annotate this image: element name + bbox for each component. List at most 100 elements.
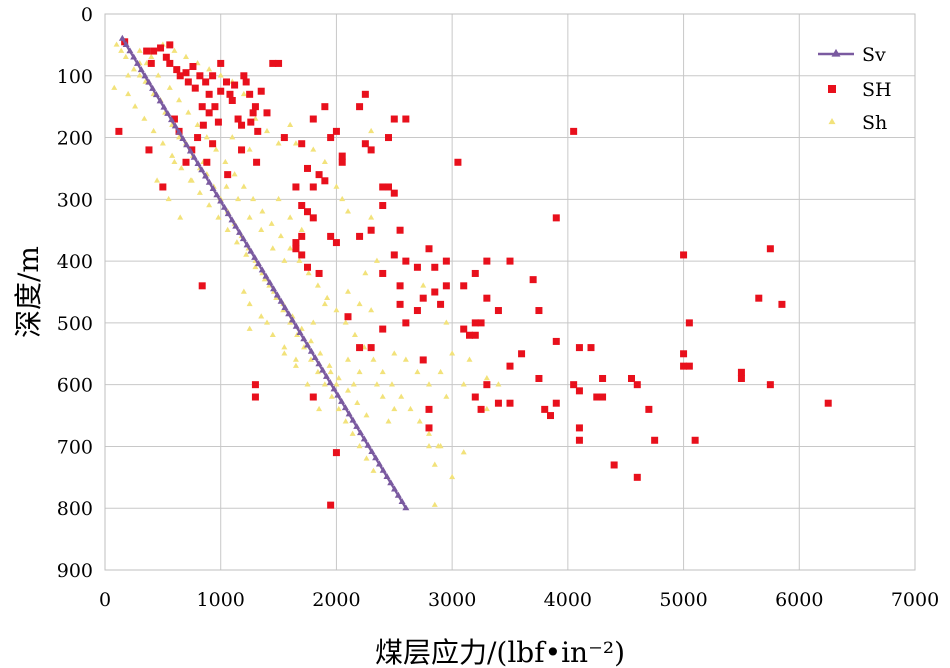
- sh-upper-point: [202, 78, 210, 86]
- sh-upper-point: [547, 412, 554, 420]
- sh-point: [240, 288, 247, 294]
- sh-upper-point: [651, 436, 659, 444]
- sv-marker: [167, 116, 175, 123]
- y-tick-label: 100: [57, 66, 93, 88]
- sh-upper-point: [570, 127, 578, 135]
- sh-point: [483, 375, 490, 381]
- sv-marker: [247, 247, 255, 254]
- sh-point: [281, 257, 288, 263]
- sv-marker: [137, 65, 145, 73]
- sh-point: [356, 442, 363, 449]
- sh-point: [215, 214, 222, 220]
- sh-point: [188, 177, 195, 183]
- sh-upper-point: [680, 350, 688, 358]
- sh-point: [287, 121, 294, 127]
- x-tick-label: 2000: [312, 589, 360, 611]
- sh-upper-point: [396, 282, 404, 290]
- sh-point: [223, 183, 230, 189]
- sh-point: [222, 158, 229, 165]
- sh-point: [171, 47, 178, 53]
- sv-marker: [353, 422, 361, 429]
- sh-upper-point: [257, 87, 265, 95]
- sh-upper-point: [209, 140, 217, 148]
- sh-point: [354, 399, 361, 405]
- sh-point: [407, 405, 414, 412]
- y-tick-label: 0: [81, 4, 93, 26]
- sh-upper-point: [390, 115, 398, 123]
- sh-point: [148, 53, 155, 60]
- sh-point: [246, 214, 253, 220]
- sh-point: [368, 307, 375, 313]
- sh-point: [155, 72, 162, 78]
- sh-upper-point: [315, 269, 323, 277]
- sh-point: [183, 53, 189, 60]
- sh-point: [206, 66, 213, 72]
- sh-point: [252, 263, 259, 270]
- sh-point: [483, 405, 490, 412]
- sh-upper-point: [292, 245, 300, 253]
- sh-point: [113, 41, 120, 47]
- sh-upper-point: [298, 202, 306, 210]
- sh-upper-point: [321, 103, 329, 111]
- sh-upper-point: [680, 251, 688, 259]
- sh-upper-point: [214, 118, 222, 126]
- sv-marker: [171, 122, 179, 129]
- x-tick-label: 5000: [659, 589, 707, 611]
- sh-upper-point: [685, 362, 693, 370]
- sh-upper-point: [298, 232, 306, 240]
- sh-point: [177, 214, 184, 220]
- sh-point: [356, 300, 363, 307]
- sh-point: [261, 276, 268, 282]
- sh-upper-point: [466, 331, 473, 339]
- sh-upper-point: [194, 134, 202, 142]
- sh-point: [301, 344, 308, 350]
- sh-upper-point: [755, 294, 763, 302]
- sh-point: [431, 461, 438, 467]
- sh-upper-point: [228, 96, 236, 104]
- sh-upper-point: [766, 245, 774, 253]
- sh-upper-point: [385, 183, 392, 191]
- sh-upper-point: [390, 189, 398, 197]
- sh-upper-point: [269, 59, 277, 67]
- sv-marker: [243, 241, 251, 248]
- sv-marker: [402, 504, 410, 511]
- sh-point: [194, 121, 201, 127]
- sh-point: [370, 356, 377, 362]
- sh-upper-point: [205, 109, 213, 117]
- sh-upper-point: [249, 109, 257, 117]
- sv-marker: [156, 97, 164, 104]
- sh-upper-point: [145, 146, 153, 154]
- sh-point: [317, 350, 324, 356]
- sv-marker: [126, 47, 134, 54]
- sh-upper-point: [471, 319, 479, 327]
- sh-upper-point: [223, 78, 230, 86]
- sh-upper-point: [304, 263, 311, 271]
- sh-upper-point: [431, 288, 439, 296]
- legend: Sv SH Sh: [818, 44, 892, 134]
- sh-upper-point: [552, 337, 560, 345]
- sh-point: [154, 177, 161, 183]
- sh-point: [362, 270, 369, 276]
- sh-point: [118, 47, 125, 53]
- sh-upper-point: [471, 393, 479, 401]
- sh-point: [339, 195, 346, 202]
- sv-marker: [322, 372, 330, 379]
- sv-marker: [372, 454, 380, 461]
- y-tick-label: 700: [57, 436, 93, 458]
- sh-upper-point: [304, 164, 311, 172]
- sh-point: [130, 66, 137, 72]
- sh-point: [368, 127, 375, 134]
- sv-marker: [152, 91, 160, 98]
- sh-upper-point: [203, 158, 211, 166]
- x-tick-label: 1000: [197, 589, 245, 611]
- sv-marker: [262, 272, 270, 279]
- sh-upper-point: [471, 331, 479, 339]
- sh-point: [287, 245, 294, 251]
- sh-point: [426, 430, 432, 436]
- sv-marker: [345, 410, 353, 417]
- sh-upper-point: [198, 282, 206, 290]
- grid-lines: [105, 14, 915, 570]
- sh-point: [363, 412, 370, 418]
- sh-upper-point: [242, 78, 250, 86]
- sh-point: [321, 381, 328, 387]
